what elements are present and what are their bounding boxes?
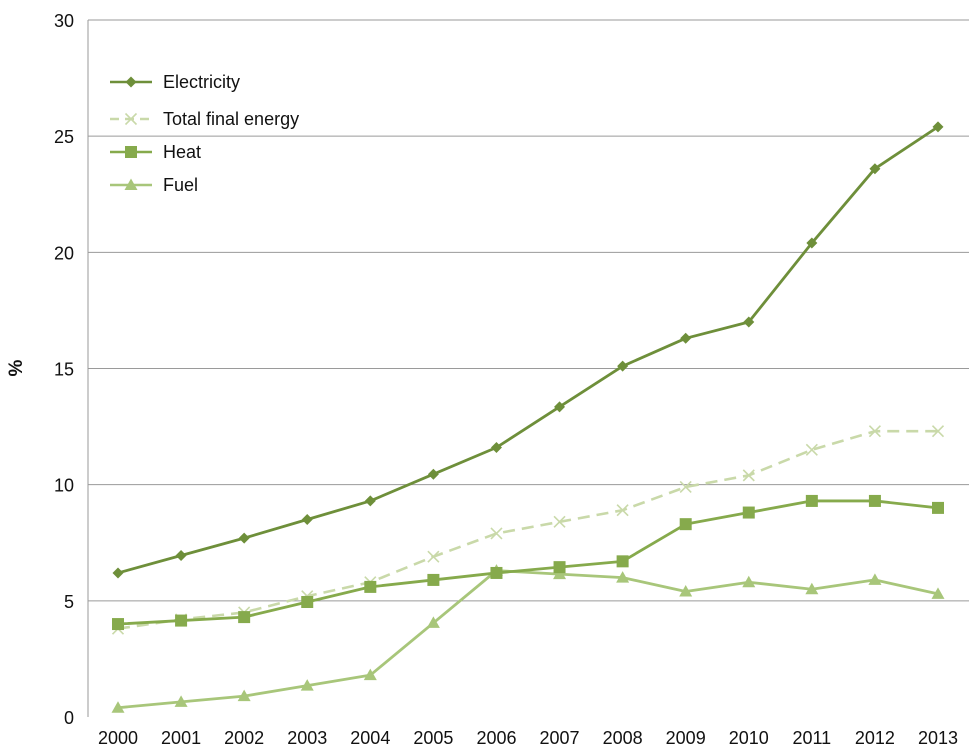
x-tick-label: 2002 bbox=[224, 728, 264, 748]
fuel-point bbox=[868, 573, 882, 585]
y-tick-label: 15 bbox=[54, 360, 74, 380]
heat-point bbox=[427, 573, 440, 586]
electricity-line bbox=[117, 125, 939, 575]
heat-point bbox=[112, 618, 124, 631]
series-layer bbox=[111, 121, 945, 713]
heat-point bbox=[553, 561, 566, 574]
legend-marker bbox=[124, 112, 138, 126]
legend: Electricity Total final energy Heat Fuel bbox=[110, 72, 299, 195]
series-heat bbox=[112, 494, 944, 631]
heat-point bbox=[616, 555, 629, 568]
x-tick-label: 2004 bbox=[350, 728, 390, 748]
fuel-point bbox=[111, 701, 125, 713]
y-tick-label: 5 bbox=[64, 592, 74, 612]
heat-point bbox=[742, 506, 755, 519]
electricity-point bbox=[932, 121, 944, 133]
electricity-point bbox=[869, 163, 881, 175]
fuel-point bbox=[553, 567, 567, 580]
x-tick-label: 2003 bbox=[287, 728, 327, 748]
legend-marker bbox=[124, 178, 138, 190]
legend-marker bbox=[125, 76, 137, 88]
legend-label: Heat bbox=[163, 142, 201, 162]
electricity-point bbox=[112, 567, 124, 579]
total-final-energy-point bbox=[868, 425, 881, 438]
total-final-energy-point bbox=[616, 504, 629, 517]
legend-label: Total final energy bbox=[163, 109, 299, 129]
grid-layer bbox=[88, 19, 969, 602]
fuel-point bbox=[174, 695, 188, 707]
electricity-point bbox=[680, 332, 692, 344]
total-final-energy-point bbox=[931, 425, 945, 438]
electricity-point bbox=[490, 441, 502, 453]
fuel-point bbox=[742, 575, 756, 588]
total-final-energy-point bbox=[805, 443, 818, 456]
x-tick-label: 2001 bbox=[161, 728, 201, 748]
x-tick-label: 2012 bbox=[855, 728, 895, 748]
legend-label: Fuel bbox=[163, 175, 198, 195]
total-final-energy-point bbox=[553, 515, 566, 528]
x-tick-label: 2000 bbox=[98, 728, 138, 748]
total-final-energy-line bbox=[117, 429, 938, 630]
fuel-point bbox=[931, 587, 945, 599]
heat-point bbox=[490, 566, 503, 579]
heat-point bbox=[301, 595, 314, 608]
fuel-point bbox=[616, 571, 630, 583]
heat-point bbox=[805, 494, 818, 507]
electricity-point bbox=[175, 550, 187, 562]
electricity-point bbox=[743, 316, 755, 328]
heat-point bbox=[932, 501, 944, 514]
fuel-point bbox=[363, 668, 377, 681]
electricity-point bbox=[427, 468, 439, 480]
series-electricity bbox=[112, 121, 944, 579]
heat-point bbox=[238, 611, 251, 624]
x-tick-label: 2009 bbox=[666, 728, 706, 748]
y-tick-label: 10 bbox=[54, 476, 74, 496]
x-tick-label: 2007 bbox=[540, 728, 580, 748]
x-tick-label: 2008 bbox=[603, 728, 643, 748]
total-final-energy-point bbox=[742, 469, 755, 482]
fuel-point bbox=[805, 582, 819, 595]
electricity-point bbox=[301, 514, 313, 526]
total-final-energy-point bbox=[679, 480, 692, 494]
axis-layer: 0 5 10 15 20 25 30 2000 2001 2002 2003 2004 2005 2006… bbox=[54, 11, 958, 748]
legend-item-electricity: Electricity bbox=[110, 72, 240, 92]
electricity-point bbox=[238, 532, 250, 544]
y-tick-label: 25 bbox=[54, 127, 74, 147]
legend-marker bbox=[125, 146, 137, 158]
electricity-point bbox=[364, 495, 376, 507]
x-tick-label: 2010 bbox=[729, 728, 769, 748]
total-final-energy-point bbox=[427, 550, 440, 563]
fuel-point bbox=[426, 616, 440, 628]
series-fuel bbox=[111, 564, 945, 713]
x-tick-label: 2005 bbox=[413, 728, 453, 748]
electricity-point bbox=[617, 360, 629, 372]
legend-label: Electricity bbox=[163, 72, 240, 92]
legend-item-heat: Heat bbox=[110, 142, 201, 162]
y-axis-label: % bbox=[6, 359, 27, 376]
fuel-point bbox=[300, 679, 314, 691]
heat-line bbox=[117, 499, 939, 626]
heat-point bbox=[868, 494, 881, 507]
x-tick-label: 2011 bbox=[792, 728, 831, 748]
heat-point bbox=[175, 614, 188, 627]
heat-point bbox=[364, 580, 377, 593]
x-tick-label: 2006 bbox=[476, 728, 516, 748]
series-total-final-energy bbox=[111, 425, 945, 635]
y-tick-label: 20 bbox=[54, 243, 74, 263]
fuel-point bbox=[237, 689, 251, 702]
fuel-point bbox=[679, 585, 693, 597]
x-tick-label: 2013 bbox=[918, 728, 958, 748]
y-tick-label: 0 bbox=[64, 708, 74, 728]
electricity-point bbox=[554, 401, 566, 413]
heat-point bbox=[679, 518, 692, 531]
total-final-energy-point bbox=[490, 527, 503, 540]
y-tick-label: 30 bbox=[54, 11, 74, 31]
legend-item-total-final-energy: Total final energy bbox=[110, 109, 299, 129]
legend-item-fuel: Fuel bbox=[110, 175, 198, 195]
electricity-point bbox=[806, 237, 818, 249]
fuel-line bbox=[117, 569, 939, 710]
